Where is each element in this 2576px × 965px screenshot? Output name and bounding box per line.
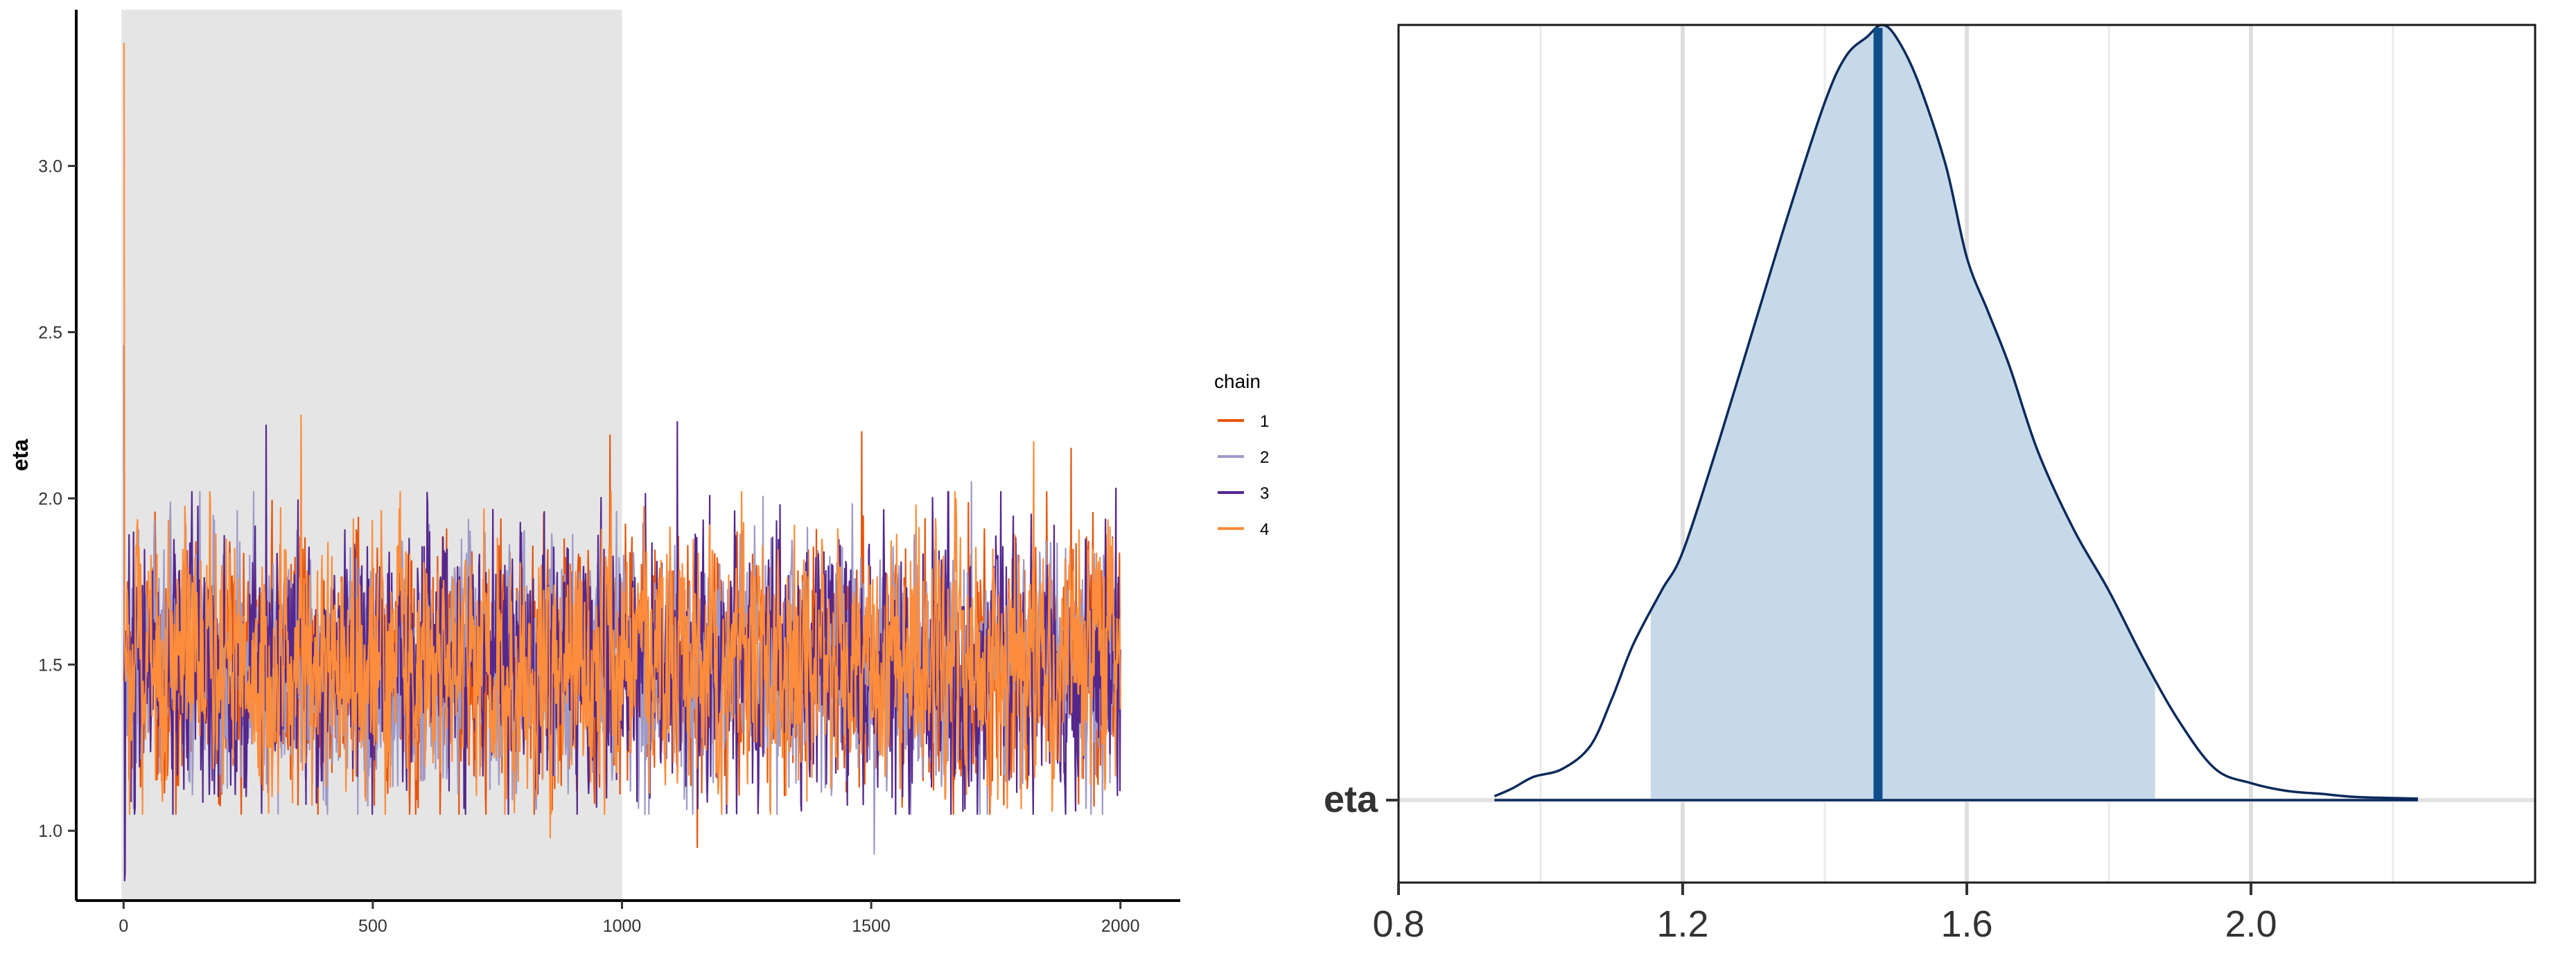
trace-x-tick-label: 0 bbox=[119, 917, 128, 936]
trace-y-tick-label: 1.0 bbox=[38, 822, 62, 841]
legend-label-chain-2: 2 bbox=[1260, 448, 1269, 467]
density-x-tick-label: 1.6 bbox=[1940, 903, 1992, 945]
trace-y-tick-label: 1.5 bbox=[38, 655, 62, 675]
trace-x-tick-label: 2000 bbox=[1101, 917, 1140, 936]
trace-x-tick-label: 1000 bbox=[603, 917, 642, 936]
credible-interval-area bbox=[1650, 25, 2155, 800]
density-x-ticks: 0.8 1.2 1.6 2.0 bbox=[1372, 883, 2277, 945]
density-y-tick-label: eta bbox=[1324, 779, 1378, 820]
trace-y-tick-label: 3.0 bbox=[38, 157, 62, 177]
legend-label-chain-1: 1 bbox=[1260, 412, 1269, 431]
trace-x-tick-label: 500 bbox=[358, 917, 387, 936]
trace-x-ticks: 0 500 1000 1500 2000 bbox=[119, 901, 1140, 936]
trace-plot: 0 500 1000 1500 2000 1.0 1.5 2.0 2.5 3.0 eta cha… bbox=[8, 10, 1269, 936]
legend: chain 1 2 3 4 bbox=[1214, 371, 1269, 539]
density-x-tick-label: 2.0 bbox=[2225, 903, 2277, 945]
density-plot: eta 0.8 1.2 1.6 2.0 bbox=[1324, 24, 2536, 945]
legend-label-chain-3: 3 bbox=[1260, 484, 1269, 503]
density-x-tick-label: 1.2 bbox=[1656, 903, 1708, 945]
trace-x-tick-label: 1500 bbox=[852, 917, 891, 936]
trace-y-axis-label: eta bbox=[8, 439, 33, 471]
trace-series-group bbox=[123, 42, 1121, 882]
trace-y-tick-label: 2.5 bbox=[38, 323, 62, 342]
trace-y-tick-label: 2.0 bbox=[38, 489, 62, 508]
density-curve bbox=[1493, 24, 2418, 800]
legend-title: chain bbox=[1214, 371, 1261, 392]
trace-y-ticks: 1.0 1.5 2.0 2.5 3.0 bbox=[38, 157, 76, 841]
legend-label-chain-4: 4 bbox=[1260, 520, 1269, 539]
trace-line-chain-4 bbox=[123, 42, 1121, 838]
density-x-tick-label: 0.8 bbox=[1372, 903, 1424, 945]
